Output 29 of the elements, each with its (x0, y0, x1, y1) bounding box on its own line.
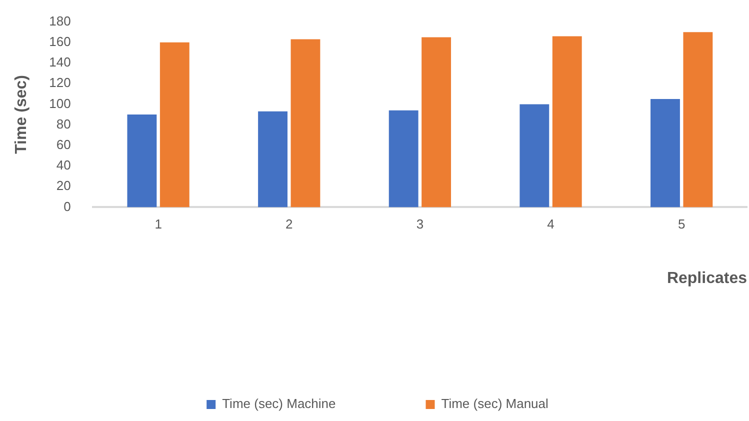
bar (520, 104, 550, 208)
bar (258, 111, 288, 208)
bar (552, 36, 582, 208)
bar (160, 42, 190, 208)
bar (127, 114, 157, 208)
y-tick-label: 0 (64, 198, 71, 214)
y-tick-label: 20 (56, 178, 71, 194)
x-tick-label: 3 (416, 216, 424, 232)
y-tick-label: 80 (56, 116, 71, 132)
y-tick-label: 100 (49, 96, 71, 111)
bar (422, 37, 452, 208)
bar (290, 39, 320, 208)
x-tick-label: 2 (286, 216, 293, 232)
bar (388, 110, 418, 208)
x-tick-label: 5 (678, 216, 686, 232)
y-tick-label: 40 (56, 158, 71, 173)
y-tick-label: 120 (49, 75, 71, 90)
x-tick-label: 4 (547, 216, 554, 232)
y-tick-label: 180 (49, 13, 71, 28)
x-tick-label: 1 (154, 216, 162, 232)
y-tick-label: 140 (49, 54, 71, 70)
bar (650, 99, 680, 208)
legend-label: Time (sec) Machine (222, 396, 336, 412)
y-tick-label: 160 (49, 34, 71, 49)
y-axis-title: Time (sec) (13, 75, 30, 154)
x-axis-title: Replicates (666, 270, 748, 287)
legend-label: Time (sec) Manual (441, 396, 549, 412)
bar (683, 32, 713, 208)
y-tick-label: 60 (56, 136, 71, 152)
